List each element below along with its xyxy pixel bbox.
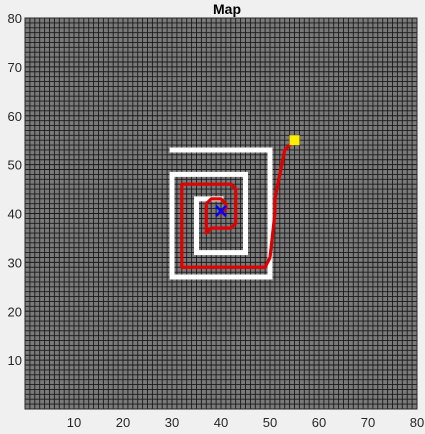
y-tick-label: 10 — [8, 353, 22, 368]
obstacle-line — [169, 147, 273, 280]
y-axis-ticks: 10 20 30 40 50 60 70 80 — [8, 11, 29, 368]
y-tick-label: 20 — [8, 304, 22, 319]
chart-title: Map — [213, 1, 241, 17]
y-tick-label: 80 — [8, 11, 22, 26]
x-tick-label: 60 — [312, 415, 326, 430]
series-layer — [169, 138, 297, 280]
y-tick-label: 70 — [8, 60, 22, 75]
x-tick-label: 70 — [361, 415, 375, 430]
goal-marker — [289, 135, 300, 146]
x-tick-label: 10 — [67, 415, 81, 430]
x-tick-label: 20 — [116, 415, 130, 430]
x-tick-label: 40 — [214, 415, 228, 430]
start-marker — [215, 205, 227, 217]
markers-layer — [215, 135, 300, 217]
y-tick-label: 30 — [8, 255, 22, 270]
x-tick-label: 80 — [410, 415, 424, 430]
path-line — [180, 138, 297, 269]
x-axis-ticks: 10 20 30 40 50 60 70 80 — [67, 405, 424, 430]
y-tick-label: 40 — [8, 207, 22, 222]
y-tick-label: 50 — [8, 158, 22, 173]
y-tick-label: 60 — [8, 109, 22, 124]
x-tick-label: 30 — [165, 415, 179, 430]
x-tick-label: 50 — [263, 415, 277, 430]
